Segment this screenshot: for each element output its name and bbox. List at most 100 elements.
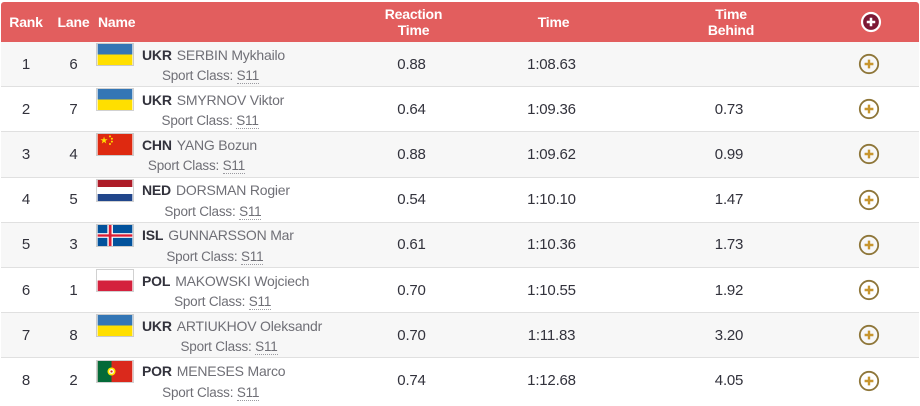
time-behind-value: 3.20 xyxy=(714,326,744,344)
rank-value: 3 xyxy=(21,145,31,163)
rank-value: 2 xyxy=(21,100,31,118)
time-value: 1:12.68 xyxy=(527,372,576,390)
sport-class-value[interactable]: S11 xyxy=(248,294,272,311)
time-behind-value: 1.92 xyxy=(714,281,744,299)
sport-class-label: Sport Class: xyxy=(166,248,238,264)
time-value: 1:08.63 xyxy=(527,55,576,73)
sport-class-label: Sport Class: xyxy=(161,113,233,129)
expand-row-button[interactable] xyxy=(858,234,880,256)
circled-plus-icon xyxy=(858,279,880,301)
table-row: 3 4 CHN YANG Bozun Sport Class: S11 0.88… xyxy=(1,132,919,178)
rank-value: 4 xyxy=(21,191,31,209)
header-name: Name xyxy=(98,14,136,30)
header-time: Time xyxy=(537,14,570,30)
lane-value: 3 xyxy=(69,236,78,254)
circled-plus-icon xyxy=(858,234,880,256)
time-value: 1:10.55 xyxy=(527,281,576,299)
reaction-time-value: 0.70 xyxy=(397,326,426,344)
time-behind-value: 4.05 xyxy=(714,372,744,390)
lane-value: 6 xyxy=(69,55,78,73)
header-lane: Lane xyxy=(57,14,90,30)
athlete-name: GUNNARSSON Mar xyxy=(168,227,294,244)
lane-value: 1 xyxy=(69,281,78,299)
athlete-cell: POR MENESES Marco Sport Class: S11 xyxy=(96,359,359,402)
circled-plus-icon xyxy=(860,11,882,33)
expand-all-button[interactable] xyxy=(860,11,882,33)
time-value: 1:09.36 xyxy=(527,100,576,118)
header-reaction-time: Reaction Time xyxy=(384,6,443,38)
athlete-name: SERBIN Mykhailo xyxy=(176,46,285,63)
time-behind-value: 0.99 xyxy=(714,145,744,163)
reaction-time-value: 0.88 xyxy=(397,55,426,73)
noc-code: ISL xyxy=(142,227,164,244)
table-row: 4 5 NED DORSMAN Rogier Sport Class: S11 … xyxy=(1,177,919,223)
circled-plus-icon xyxy=(858,324,880,346)
noc-code: UKR xyxy=(142,46,172,63)
expand-row-button[interactable] xyxy=(858,279,880,301)
athlete-name: MENESES Marco xyxy=(176,363,286,380)
expand-row-button[interactable] xyxy=(858,189,880,211)
lane-value: 7 xyxy=(69,100,78,118)
sport-class-value[interactable]: S11 xyxy=(236,68,260,85)
circled-plus-icon xyxy=(858,53,880,75)
time-value: 1:10.36 xyxy=(527,236,576,254)
expand-row-button[interactable] xyxy=(858,53,880,75)
rank-value: 7 xyxy=(21,326,31,344)
athlete-cell: NED DORSMAN Rogier Sport Class: S11 xyxy=(96,178,359,221)
circled-plus-icon xyxy=(858,370,880,392)
table-row: 6 1 POL MAKOWSKI Wojciech Sport Class: S… xyxy=(1,267,919,314)
sport-class-value[interactable]: S11 xyxy=(222,158,246,175)
lane-value: 2 xyxy=(69,372,78,390)
rank-value: 6 xyxy=(21,281,31,299)
athlete-name: ARTIUKHOV Oleksandr xyxy=(176,317,323,334)
athlete-cell: ISL GUNNARSSON Mar Sport Class: S11 xyxy=(96,223,359,266)
noc-code: POL xyxy=(142,272,171,289)
expand-row-button[interactable] xyxy=(858,324,880,346)
expand-row-button[interactable] xyxy=(858,143,880,165)
reaction-time-value: 0.74 xyxy=(397,372,426,390)
sport-class-value[interactable]: S11 xyxy=(241,248,264,265)
lane-value: 8 xyxy=(69,326,78,344)
athlete-cell: UKR SMYRNOV Viktor Sport Class: S11 xyxy=(96,88,359,130)
reaction-time-value: 0.88 xyxy=(397,145,426,163)
athlete-name: SMYRNOV Viktor xyxy=(176,91,285,108)
reaction-time-value: 0.64 xyxy=(397,100,426,118)
time-behind-value: 0.73 xyxy=(714,100,744,118)
ukraine-flag xyxy=(96,314,134,338)
sport-class-value[interactable]: S11 xyxy=(236,384,260,401)
time-value: 1:09.62 xyxy=(527,145,576,163)
athlete-name: DORSMAN Rogier xyxy=(175,182,290,199)
sport-class-value[interactable]: S11 xyxy=(239,203,262,220)
table-header: Rank Lane Name Reaction Time Time Time B… xyxy=(1,2,919,42)
rank-value: 1 xyxy=(21,55,31,73)
circled-plus-icon xyxy=(858,98,880,120)
expand-row-button[interactable] xyxy=(858,98,880,120)
athlete-cell: POL MAKOWSKI Wojciech Sport Class: S11 xyxy=(96,269,359,311)
athlete-name: YANG Bozun xyxy=(176,136,257,153)
noc-code: UKR xyxy=(142,317,172,334)
sport-class-value[interactable]: S11 xyxy=(236,113,259,130)
sport-class-label: Sport Class: xyxy=(174,294,246,310)
sport-class-value[interactable]: S11 xyxy=(255,339,278,356)
expand-row-button[interactable] xyxy=(858,370,880,392)
reaction-time-value: 0.70 xyxy=(397,281,426,299)
noc-code: CHN xyxy=(142,136,172,153)
netherlands-flag xyxy=(96,178,134,202)
table-row: 1 6 UKR SERBIN Mykhailo Sport Class: S11… xyxy=(1,42,919,88)
circled-plus-icon xyxy=(858,189,880,211)
ukraine-flag xyxy=(96,43,134,67)
rank-value: 8 xyxy=(21,372,31,390)
table-row: 7 8 UKR ARTIUKHOV Oleksandr Sport Class:… xyxy=(1,313,919,359)
time-behind-value: 1.47 xyxy=(714,191,744,209)
reaction-time-value: 0.54 xyxy=(397,191,426,209)
poland-flag xyxy=(96,269,134,293)
reaction-time-value: 0.61 xyxy=(397,236,426,254)
circled-plus-icon xyxy=(858,144,880,165)
table-row: 5 3 ISL GUNNARSSON Mar Sport Class: S11 … xyxy=(1,222,919,268)
time-value: 1:10.10 xyxy=(527,191,576,209)
ukraine-flag xyxy=(96,88,134,112)
header-rank: Rank xyxy=(9,14,43,30)
noc-code: UKR xyxy=(142,91,172,108)
table-row: 8 2 POR MENESES Marco Sport Class: S11 0… xyxy=(1,358,919,404)
